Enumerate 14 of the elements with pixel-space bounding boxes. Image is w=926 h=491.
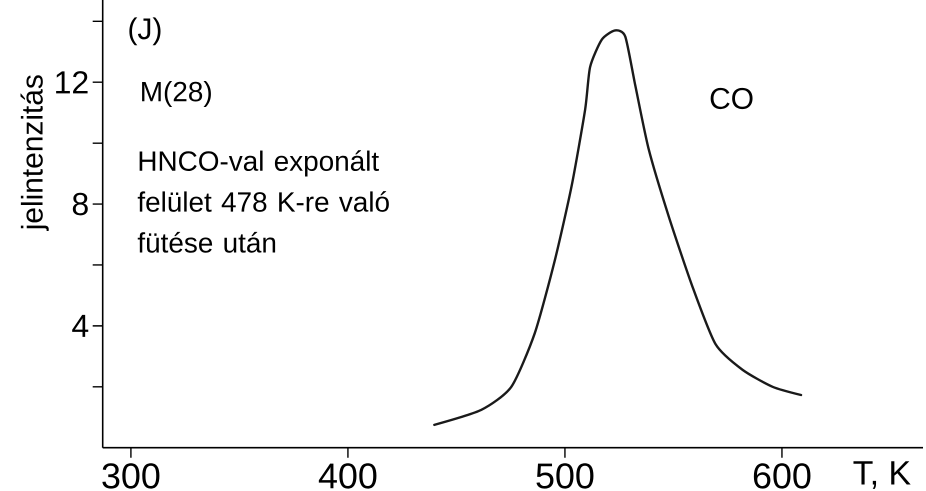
x-axis-title: T, K [853,461,911,489]
annotation: (J) [129,17,160,46]
x-tick-label: 600 [754,463,810,489]
x-tick-label: 400 [318,463,376,489]
y-tick-label: 4 [72,314,88,337]
y-tick-label: 8 [72,192,88,216]
x-tick-label: 300 [102,463,160,489]
y-axis-title: jelintenzitás [20,75,49,232]
annotation: HNCO-val exponált felület 478 K-re való fütése után [138,150,389,253]
line-series [433,29,802,426]
y-tick-label: 12 [56,71,88,94]
text: CO [710,88,753,110]
x-tick-label: 500 [536,463,594,489]
annotation: M(28) [142,81,211,108]
